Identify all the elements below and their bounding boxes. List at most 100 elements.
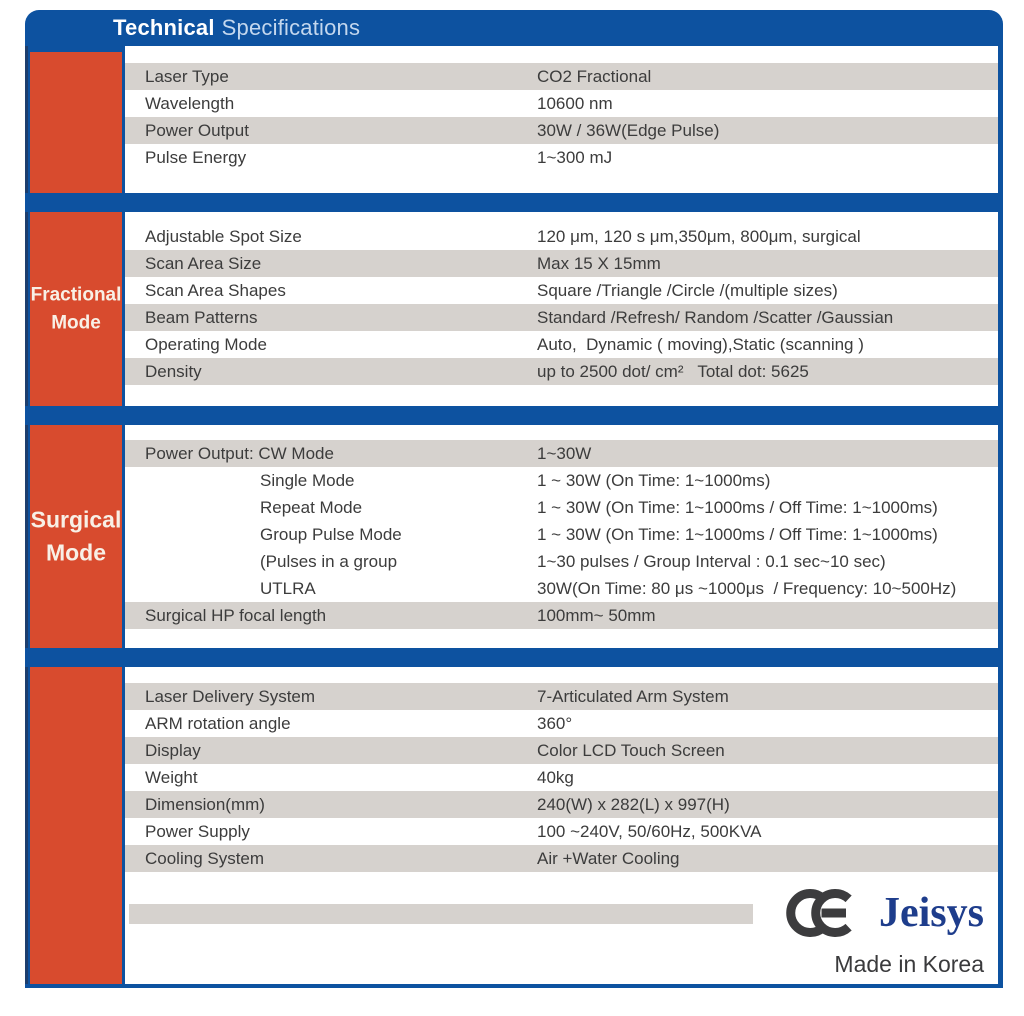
spec-row: Beam Patterns Standard /Refresh/ Random /… (125, 304, 998, 331)
spec-row-value: 240(W) x 282(L) x 997(H) (537, 794, 730, 814)
spec-row-value: up to 2500 dot/ cm² Total dot: 5625 (537, 361, 809, 381)
spec-row-value: Air +Water Cooling (537, 848, 680, 868)
bottom-border (25, 984, 1003, 988)
spec-row-label: Single Mode (260, 470, 355, 490)
spec-row-value: 1~30 pulses / Group Interval : 0.1 sec~1… (537, 551, 886, 571)
section-fractional-rail: Fractional Mode (25, 212, 125, 406)
section-divider (25, 193, 998, 212)
rail-red-block (30, 667, 122, 984)
spec-row-label: Power Supply (145, 821, 250, 841)
spec-rows: Laser Type CO2 Fractional Wavelength 10600 … (125, 46, 998, 171)
spec-row: ARM rotation angle 360° (125, 710, 998, 737)
spec-row: Cooling System Air +Water Cooling (125, 845, 998, 872)
spec-row: Adjustable Spot Size 120 μm, 120 s μm,350… (125, 223, 998, 250)
spec-row-value: 1 ~ 30W (On Time: 1~1000ms) (537, 470, 771, 490)
spec-row-label: Cooling System (145, 848, 265, 868)
spec-table: Technical Specifications Laser Type CO2 Fr… (25, 10, 1003, 988)
spec-row-value: 1 ~ 30W (On Time: 1~1000ms / Off Time: 1… (537, 524, 938, 544)
ce-mark-icon (786, 889, 852, 937)
spec-row-label: Density (145, 361, 202, 381)
spec-row-value: Auto, Dynamic ( moving),Static (scanning… (537, 334, 864, 354)
spec-row-value: 100 ~240V, 50/60Hz, 500KVA (537, 821, 762, 841)
spec-row-label: Dimension(mm) (145, 794, 265, 814)
spec-row: (Pulses in a group 1~30 pulses / Group In… (125, 548, 998, 575)
section-general-content: Laser Type CO2 Fractional Wavelength 10600 … (125, 46, 998, 193)
spec-row-value: 120 μm, 120 s μm,350μm, 800μm, surgical (537, 226, 861, 246)
made-in-korea: Made in Korea (834, 951, 984, 977)
spec-row: Group Pulse Mode 1 ~ 30W (On Time: 1~1000… (125, 521, 998, 548)
spec-row-value: Standard /Refresh/ Random /Scatter /Gaus… (537, 307, 894, 327)
spec-row-value: Square /Triangle /Circle /(multiple size… (537, 280, 838, 300)
spec-row-value: 360° (537, 713, 573, 733)
spec-row: Scan Area Shapes Square /Triangle /Circle… (125, 277, 998, 304)
spec-row-label: Scan Area Shapes (145, 280, 286, 300)
spec-row-label: Surgical HP focal length (145, 605, 327, 625)
blank-stripe (129, 904, 753, 924)
header-title-rest: Specifications (221, 15, 361, 40)
spec-row-label: Power Output: CW Mode (145, 443, 334, 463)
spec-row-value: Color LCD Touch Screen (537, 740, 725, 760)
spec-row-value: 10600 nm (537, 93, 613, 113)
section-surgical-mode: Surgical Mode Power Output: CW Mode 1~30W… (25, 425, 998, 648)
spec-row-value: 1~30W (537, 443, 592, 463)
spec-rows: Laser Delivery System 7-Articulated Arm S… (125, 667, 998, 872)
spec-row: Density up to 2500 dot/ cm² Total dot: 56… (125, 358, 998, 385)
spec-row-label: Scan Area Size (145, 253, 262, 273)
spec-row-value: 1~300 mJ (537, 147, 613, 167)
spec-row-value: 40kg (537, 767, 574, 787)
section-system: Laser Delivery System 7-Articulated Arm S… (25, 667, 998, 984)
spec-rows: Power Output: CW Mode 1~30W Single Mode 1 ~… (125, 425, 998, 629)
spec-row: Single Mode 1 ~ 30W (On Time: 1~1000ms) (125, 467, 998, 494)
spec-row-label: Repeat Mode (260, 497, 363, 517)
spec-row: Weight 40kg (125, 764, 998, 791)
table-header: Technical Specifications (25, 10, 1003, 46)
section-general: Laser Type CO2 Fractional Wavelength 10600 … (25, 46, 998, 193)
spec-row: Dimension(mm) 240(W) x 282(L) x 997(H) (125, 791, 998, 818)
spec-row-value: 30W / 36W(Edge Pulse) (537, 120, 720, 140)
spec-row-value: 30W(On Time: 80 μs ~1000μs / Frequency: … (537, 578, 957, 598)
rail-red-block: Surgical Mode (30, 425, 122, 648)
section-general-rail (25, 46, 125, 193)
spec-row: Surgical HP focal length 100mm~ 50mm (125, 602, 998, 629)
spec-row: Operating Mode Auto, Dynamic ( moving),St… (125, 331, 998, 358)
section-system-content: Laser Delivery System 7-Articulated Arm S… (125, 667, 998, 984)
section-fractional-content: Adjustable Spot Size 120 μm, 120 s μm,350… (125, 212, 998, 406)
spec-row: Pulse Energy 1~300 mJ (125, 144, 998, 171)
spec-row-label: Laser Delivery System (145, 686, 316, 706)
spec-row: Wavelength 10600 nm (125, 90, 998, 117)
spec-row: Scan Area Size Max 15 X 15mm (125, 250, 998, 277)
spec-rows: Adjustable Spot Size 120 μm, 120 s μm,350… (125, 212, 998, 385)
section-fractional-mode: Fractional Mode Adjustable Spot Size 120 … (25, 212, 998, 406)
spec-row-label: ARM rotation angle (145, 713, 291, 733)
fractional-mode-label: Fractional Mode (30, 284, 122, 333)
spec-row-label: Pulse Energy (145, 147, 247, 167)
section-divider (25, 648, 998, 667)
spec-row-label: UTLRA (260, 578, 316, 598)
spec-row-value: 7-Articulated Arm System (537, 686, 729, 706)
spec-row: UTLRA 30W(On Time: 80 μs ~1000μs / Freque… (125, 575, 998, 602)
spec-row-value: CO2 Fractional (537, 66, 652, 86)
spec-row-label: Display (145, 740, 201, 760)
spec-row-label: Beam Patterns (145, 307, 258, 327)
spec-row: Power Output 30W / 36W(Edge Pulse) (125, 117, 998, 144)
rail-red-block (30, 52, 122, 193)
table-body: Laser Type CO2 Fractional Wavelength 10600 … (25, 46, 1003, 984)
spec-row: Display Color LCD Touch Screen (125, 737, 998, 764)
spec-row: Laser Delivery System 7-Articulated Arm S… (125, 683, 998, 710)
spec-row-label: Power Output (145, 120, 249, 140)
spec-row: Repeat Mode 1 ~ 30W (On Time: 1~1000ms / … (125, 494, 998, 521)
spec-row-label: (Pulses in a group (260, 551, 398, 571)
brand-row: Jeisys (785, 887, 984, 939)
spec-row-label: Wavelength (145, 93, 235, 113)
spec-row-label: Weight (145, 767, 198, 787)
spec-row: Power Supply 100 ~240V, 50/60Hz, 500KVA (125, 818, 998, 845)
spec-row-label: Group Pulse Mode (260, 524, 402, 544)
spec-row-value: 100mm~ 50mm (537, 605, 656, 625)
header-title-bold: Technical (113, 15, 215, 40)
spec-row-label: Adjustable Spot Size (145, 226, 302, 246)
brand-name: Jeisys (879, 890, 984, 936)
spec-row: Laser Type CO2 Fractional (125, 63, 998, 90)
section-system-rail (25, 667, 125, 984)
spec-row-label: Operating Mode (145, 334, 267, 354)
